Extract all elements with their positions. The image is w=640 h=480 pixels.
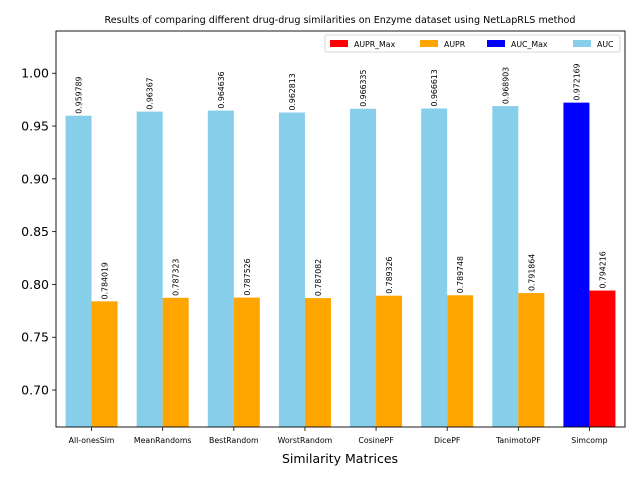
auc-bar: [563, 102, 590, 427]
auc-value-label: 0.968903: [501, 67, 510, 104]
axes-layer: 0.70 0.75 0.80 0.85 0.90 0.95 1.00 All-onesSim M…: [21, 66, 607, 445]
y-tick-label: 0.75: [21, 330, 49, 345]
auc-value-label: 0.966335: [359, 70, 368, 107]
legend-label: AUC: [597, 40, 614, 49]
aupr-bar: [589, 290, 616, 427]
chart-title: Results of comparing different drug-drug…: [105, 15, 576, 26]
x-tick-label: MeanRandoms: [134, 436, 192, 445]
legend-label: AUPR_Max: [354, 40, 396, 49]
legend-label: AUC_Max: [511, 40, 548, 49]
legend-box: [324, 34, 621, 53]
x-tick-label: All-onesSim: [69, 436, 115, 445]
y-tick-label: 0.85: [21, 224, 49, 239]
aupr-value-label: 0.787082: [314, 259, 323, 296]
x-axis-label: Similarity Matrices: [282, 451, 398, 466]
auc-bar: [421, 108, 448, 427]
x-tick-label: Simcomp: [571, 436, 607, 445]
legend-swatch: [487, 40, 505, 47]
aupr-value-label: 0.787526: [243, 258, 252, 295]
aupr-value-label: 0.787323: [172, 259, 181, 296]
aupr-bar: [447, 295, 474, 427]
y-tick-label: 1.00: [21, 66, 49, 81]
y-tick-label: 0.90: [21, 171, 49, 186]
plot-frame-layer: [55, 30, 626, 428]
aupr-bar: [233, 297, 260, 427]
auc-bar: [278, 112, 305, 428]
x-tick-label: CosinePF: [358, 436, 394, 445]
x-tick-label: BestRandom: [209, 436, 259, 445]
y-tick-label: 0.70: [21, 383, 49, 398]
y-tick-label: 0.95: [21, 119, 49, 134]
auc-value-label: 0.964636: [217, 71, 226, 108]
data-labels-layer: 0.959789 0.784019 0.96367 0.787323 0.964636 0…: [75, 63, 608, 299]
aupr-bar: [304, 298, 331, 427]
auc-value-label: 0.959789: [75, 76, 84, 113]
x-tick-label: DicePF: [434, 436, 461, 445]
aupr-bar: [376, 295, 403, 427]
bars-layer: [65, 102, 616, 428]
x-tick-label: TanimotoPF: [495, 436, 541, 445]
auc-bar: [350, 108, 377, 428]
aupr-value-label: 0.791864: [527, 254, 536, 291]
x-tick-label: WorstRandom: [278, 436, 333, 445]
auc-value-label: 0.96367: [146, 77, 155, 109]
aupr-value-label: 0.794216: [598, 251, 607, 288]
auc-bar: [492, 106, 519, 427]
auc-value-label: 0.972169: [572, 63, 581, 100]
aupr-bar: [518, 293, 545, 427]
auc-value-label: 0.962813: [288, 73, 297, 110]
auc-bar: [136, 111, 163, 427]
y-tick-label: 0.80: [21, 277, 49, 292]
legend-label: AUPR: [444, 40, 466, 49]
legend-swatch: [420, 40, 438, 47]
auc-bar: [207, 110, 234, 427]
legend-swatch: [330, 40, 348, 47]
aupr-bar: [91, 301, 118, 427]
legend-swatch: [573, 40, 591, 47]
aupr-value-label: 0.784019: [101, 262, 110, 299]
plot-frame: [55, 30, 626, 428]
aupr-value-label: 0.789326: [385, 256, 394, 293]
aupr-bar: [162, 297, 189, 427]
auc-bar: [65, 115, 92, 427]
auc-value-label: 0.966613: [430, 69, 439, 106]
legend: AUPR_Max AUPR AUC_Max AUC: [324, 34, 621, 53]
aupr-value-label: 0.789748: [456, 256, 465, 293]
